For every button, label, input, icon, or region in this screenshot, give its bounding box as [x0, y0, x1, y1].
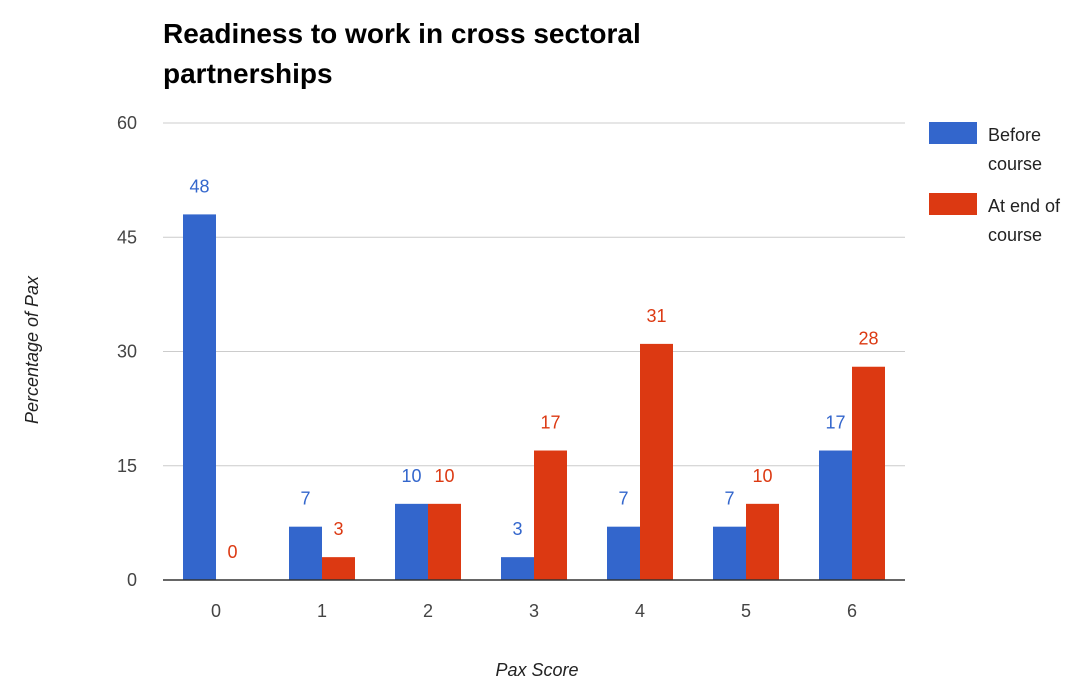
bar-after — [852, 366, 885, 580]
y-tick-label: 60 — [117, 113, 137, 133]
x-tick-label: 6 — [847, 601, 857, 621]
bar-before — [395, 503, 428, 580]
data-label: 0 — [227, 542, 237, 562]
chart-title-line-1: Readiness to work in cross sectoral — [163, 18, 641, 49]
legend: Before course At end of course — [929, 122, 1061, 245]
x-tick-label: 1 — [317, 601, 327, 621]
bar-before — [819, 450, 852, 580]
data-label: 7 — [724, 489, 734, 509]
x-tick-label: 5 — [741, 601, 751, 621]
bar-before — [501, 557, 534, 580]
x-axis-title: Pax Score — [495, 660, 578, 680]
bar-before — [183, 214, 216, 580]
data-label: 28 — [858, 329, 878, 349]
bar-after — [746, 503, 779, 580]
y-tick-label: 30 — [117, 342, 137, 362]
data-label: 31 — [646, 306, 666, 326]
legend-swatch — [929, 122, 977, 144]
x-tick-label: 4 — [635, 601, 645, 621]
gridlines — [163, 122, 905, 467]
data-label: 3 — [333, 519, 343, 539]
chart-title-line-2: partnerships — [163, 58, 333, 89]
y-axis-title: Percentage of Pax — [22, 275, 42, 424]
legend-label: At end of — [988, 196, 1061, 216]
data-label: 7 — [300, 489, 310, 509]
bar-before — [607, 526, 640, 580]
x-tick-label: 2 — [423, 601, 433, 621]
bar-after — [640, 343, 673, 580]
data-label: 17 — [540, 413, 560, 433]
bars — [183, 214, 885, 580]
data-label: 10 — [752, 466, 772, 486]
bar-before — [289, 526, 322, 580]
bar-after — [428, 503, 461, 580]
data-label: 7 — [618, 489, 628, 509]
x-tick-label: 3 — [529, 601, 539, 621]
legend-label: course — [988, 154, 1042, 174]
bar-after — [322, 557, 355, 580]
x-tick-label: 0 — [211, 601, 221, 621]
data-label: 48 — [189, 176, 209, 196]
data-label: 10 — [434, 466, 454, 486]
legend-swatch — [929, 193, 977, 215]
y-axis-ticks: 0 15 30 45 60 — [117, 113, 137, 590]
legend-label: Before — [988, 125, 1041, 145]
data-label: 3 — [512, 519, 522, 539]
y-tick-label: 45 — [117, 227, 137, 247]
bar-after — [534, 450, 567, 580]
y-tick-label: 0 — [127, 570, 137, 590]
data-label: 10 — [401, 466, 421, 486]
legend-label: course — [988, 225, 1042, 245]
bar-before — [713, 526, 746, 580]
data-label: 17 — [825, 413, 845, 433]
x-axis-ticks: 0 1 2 3 4 5 6 — [211, 601, 857, 621]
y-tick-label: 15 — [117, 456, 137, 476]
